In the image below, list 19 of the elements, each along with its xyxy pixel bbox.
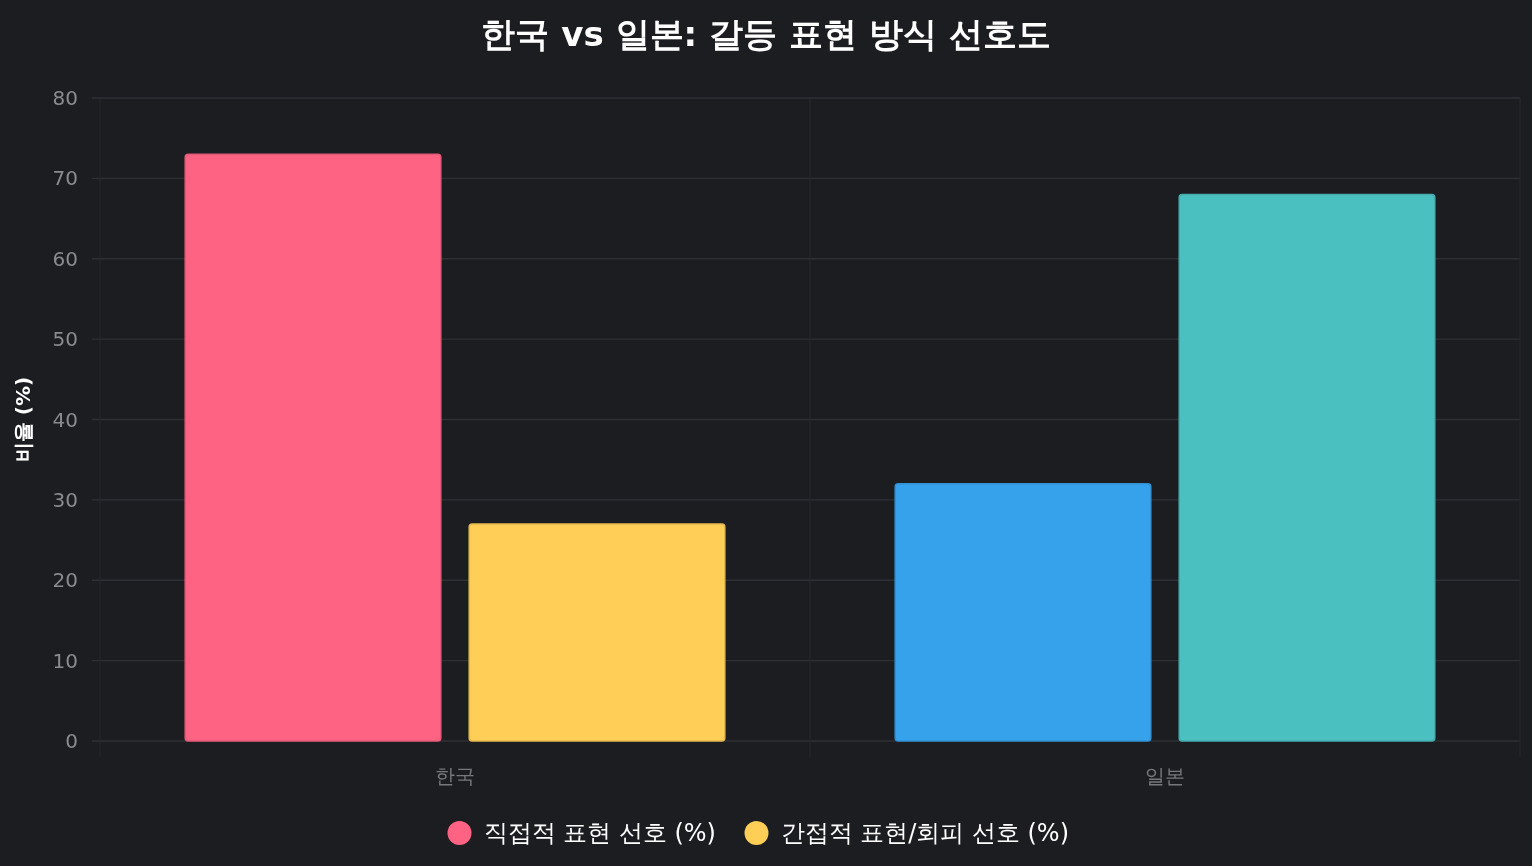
y-tick-label: 50 <box>52 327 78 352</box>
chart-title: 한국 vs 일본: 갈등 표현 방식 선호도 <box>481 14 1051 54</box>
y-tick-label: 20 <box>52 568 78 593</box>
x-tick-label: 일본 <box>1145 764 1185 788</box>
x-tick-label: 한국 <box>435 764 475 788</box>
y-tick-label: 40 <box>52 407 78 432</box>
y-tick-label: 60 <box>52 246 78 271</box>
bar <box>894 483 1152 742</box>
y-tick-label: 70 <box>52 166 78 191</box>
y-axis-title: 비율 (%) <box>11 376 35 463</box>
bar <box>184 153 442 742</box>
bar <box>468 523 726 742</box>
y-tick-label: 30 <box>52 487 78 512</box>
bar <box>1178 193 1436 742</box>
legend-label: 간접적 표현/회피 선호 (%) <box>780 819 1070 848</box>
y-tick-label: 80 <box>52 86 78 110</box>
y-tick-label: 0 <box>65 729 78 753</box>
legend-label: 직접적 표현 선호 (%) <box>483 819 716 848</box>
y-tick-label: 10 <box>52 648 78 673</box>
